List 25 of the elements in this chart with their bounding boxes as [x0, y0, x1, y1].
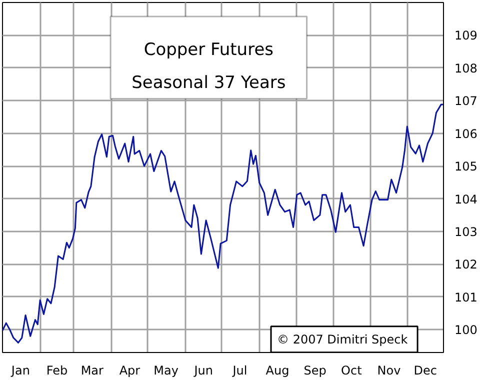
x-tick-label: Mar [80, 364, 104, 378]
y-tick-label: 104 [454, 192, 478, 206]
y-tick-label: 103 [454, 224, 478, 239]
x-tick-label: Jun [193, 364, 213, 378]
y-tick-label: 108 [454, 61, 478, 76]
y-tick-label: 102 [454, 258, 478, 272]
x-tick-label: May [154, 364, 178, 378]
y-tick-label: 109 [454, 28, 478, 43]
y-tick-label: 100 [454, 323, 478, 338]
y-tick-label: 101 [454, 290, 478, 304]
x-tick-label: Sep [304, 364, 326, 378]
y-tick-label: 107 [454, 94, 478, 108]
text: Copper Futures [144, 40, 274, 60]
text: Seasonal 37 Years [132, 73, 286, 93]
x-tick-label: Oct [341, 364, 362, 378]
x-tick-label: Feb [46, 364, 68, 378]
x-tick-label: Jul [232, 364, 248, 378]
x-tick-label: Aug [266, 364, 290, 378]
annotation: © 2007 Dimitri Speck [277, 332, 408, 346]
x-tick-label: Dec [414, 364, 437, 378]
x-tick-label: Jan [10, 364, 30, 378]
x-tick-label: Nov [377, 364, 401, 378]
y-tick-label: 105 [454, 160, 478, 174]
x-tick-label: Apr [119, 364, 140, 378]
y-tick-label: 106 [454, 126, 478, 141]
